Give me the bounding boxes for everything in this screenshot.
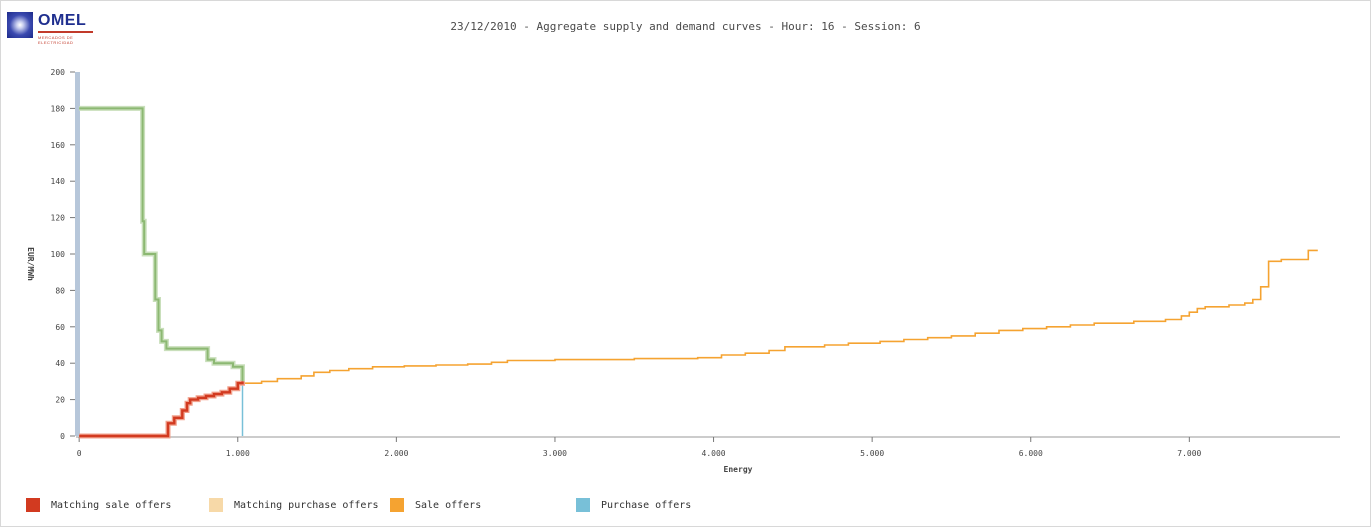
legend-item-purchase[interactable]: Purchase offers [576, 498, 691, 512]
series-layer [79, 105, 1318, 439]
demand-curve-line [79, 107, 244, 382]
axes [70, 71, 1340, 442]
legend-label: Matching purchase offers [234, 499, 379, 511]
x-axis-title: Energy [724, 465, 753, 474]
chart-title: 23/12/2010 - Aggregate supply and demand… [450, 20, 921, 33]
y-tick-label: 200 [51, 68, 66, 77]
x-tick-label: 6.000 [1019, 449, 1043, 458]
y-tick-label: 80 [55, 286, 65, 295]
omel-logo: OMEL MERCADOS DE ELECTRICIDAD [7, 12, 97, 48]
legend-label: Sale offers [415, 499, 482, 511]
legend-swatch [26, 498, 40, 512]
omel-logo-subtext: MERCADOS DE ELECTRICIDAD [38, 35, 74, 45]
y-tick-label: 140 [51, 177, 66, 186]
x-tick-label: 7.000 [1177, 449, 1201, 458]
matching-sale-offers-line [79, 381, 244, 438]
legend-swatch [576, 498, 590, 512]
legend-swatch [390, 498, 404, 512]
x-tick-label: 0 [77, 449, 82, 458]
x-tick-label: 1.000 [226, 449, 250, 458]
x-tick-label: 5.000 [860, 449, 884, 458]
y-axis-title: EUR/MWh [26, 247, 35, 281]
omel-logo-underline [38, 31, 93, 33]
x-tick-label: 4.000 [702, 449, 726, 458]
y-tick-label: 180 [51, 104, 66, 113]
legend-label: Matching sale offers [51, 499, 172, 511]
sale-offers-line [237, 249, 1318, 384]
omel-logo-mark [7, 12, 33, 38]
y-tick-label: 160 [51, 141, 66, 150]
y-axis-bar [75, 72, 80, 436]
legend-label: Purchase offers [601, 499, 692, 511]
legend-item-matching-purchase[interactable]: Matching purchase offers [209, 498, 379, 512]
y-tick-label: 120 [51, 214, 66, 223]
y-tick-label: 60 [55, 323, 65, 332]
matching-sale-offers-halo [79, 380, 245, 439]
y-tick-label: 0 [60, 432, 65, 441]
omel-logo-text: OMEL [38, 12, 87, 29]
x-tick-label: 3.000 [543, 449, 567, 458]
y-tick-label: 100 [51, 250, 66, 259]
legend-item-matching-sale[interactable]: Matching sale offers [26, 498, 171, 512]
legend-item-sale[interactable]: Sale offers [390, 498, 481, 512]
x-tick-label: 2.000 [384, 449, 408, 458]
y-tick-label: 40 [55, 359, 65, 368]
legend-swatch [209, 498, 223, 512]
axis-labels: 0 20 40 60 80 100 120 140 160 180 200 0 1.000 2.000 3.… [26, 68, 1202, 474]
y-tick-label: 20 [55, 396, 65, 405]
